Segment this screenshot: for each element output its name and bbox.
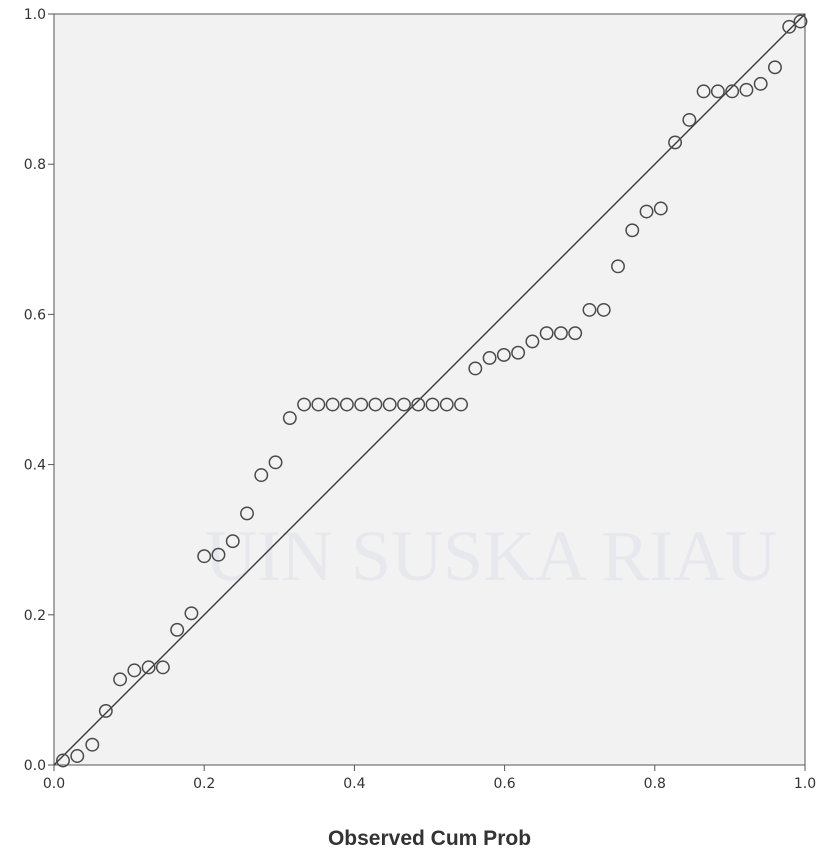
y-tick-label: 0.8	[24, 157, 46, 173]
data-point	[596, 302, 611, 317]
data-point	[113, 672, 128, 687]
data-point	[282, 411, 297, 425]
data-point	[411, 397, 426, 412]
data-point	[553, 326, 568, 341]
data-point	[85, 737, 100, 752]
data-points	[56, 14, 808, 768]
data-point	[739, 82, 754, 97]
data-point	[141, 660, 156, 675]
data-point	[211, 547, 226, 562]
watermark-text: UIN SUSKA RIAU	[205, 516, 777, 596]
data-point	[311, 397, 326, 412]
y-axis: 0.0 0.2 0.4 0.6 0.8 1.0	[24, 7, 54, 774]
data-point	[639, 204, 654, 219]
data-point	[696, 84, 711, 99]
data-point	[155, 660, 170, 675]
data-point	[468, 361, 483, 376]
x-tick-label: 0.0	[43, 776, 65, 792]
data-point	[254, 468, 269, 483]
x-tick-label: 0.2	[193, 776, 215, 792]
data-point	[268, 455, 283, 470]
data-point	[325, 397, 340, 412]
data-point	[710, 84, 725, 99]
data-point	[454, 397, 468, 412]
data-point	[511, 345, 526, 360]
data-point	[525, 334, 540, 349]
y-tick-label: 0.6	[24, 307, 46, 323]
data-point	[482, 351, 497, 365]
data-point	[225, 534, 240, 549]
data-point	[611, 259, 625, 274]
data-point	[653, 201, 668, 216]
data-point	[397, 397, 411, 412]
data-point	[240, 506, 254, 521]
y-tick-label: 0.0	[24, 758, 46, 774]
x-axis: 0.0 0.2 0.4 0.6 0.8 1.0	[43, 765, 816, 792]
data-point	[782, 19, 797, 34]
data-point	[496, 348, 511, 362]
data-point	[354, 397, 369, 412]
data-point	[98, 703, 113, 718]
data-point	[127, 663, 142, 678]
data-point	[70, 749, 85, 763]
data-point	[170, 622, 185, 637]
data-point	[668, 135, 683, 150]
data-point	[793, 14, 808, 29]
data-point	[297, 397, 312, 412]
data-point	[339, 397, 354, 412]
data-point	[368, 397, 383, 412]
data-point	[768, 60, 782, 75]
x-tick-label: 1.0	[794, 776, 816, 792]
data-point	[184, 606, 199, 621]
y-tick-label: 1.0	[24, 7, 46, 23]
x-tick-label: 0.4	[343, 776, 365, 792]
data-point	[382, 397, 397, 412]
y-tick-label: 0.2	[24, 608, 46, 624]
data-point	[539, 326, 554, 341]
x-tick-label: 0.8	[644, 776, 666, 792]
data-point	[725, 84, 740, 99]
x-axis-title: Observed Cum Prob	[328, 827, 531, 850]
data-point	[582, 302, 597, 317]
data-point	[197, 549, 212, 564]
watermark: UIN SUSKA RIAU	[205, 516, 777, 596]
data-point	[682, 112, 697, 127]
data-point	[56, 753, 70, 768]
data-point	[425, 397, 440, 412]
data-point	[753, 76, 768, 91]
data-point	[568, 326, 583, 341]
x-tick-label: 0.6	[493, 776, 515, 792]
y-tick-label: 0.4	[24, 458, 46, 474]
data-point	[439, 397, 454, 412]
data-point	[625, 223, 640, 238]
